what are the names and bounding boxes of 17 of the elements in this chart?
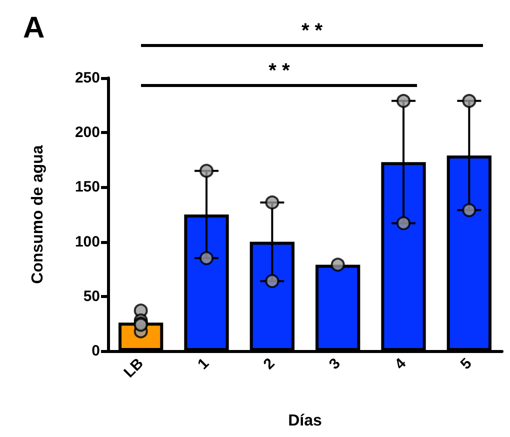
annotation: * * (268, 60, 290, 82)
x-tick-label: 2 (260, 354, 278, 373)
text: * * (301, 20, 323, 42)
x-tick-label: 4 (392, 354, 410, 373)
x-axis-title: Días (288, 412, 322, 430)
x-tick-label: LB (120, 354, 147, 382)
y-tick-label: 100 (74, 233, 100, 250)
y-tick-label: 0 (92, 342, 100, 360)
y-tick-label: 150 (74, 178, 100, 196)
chart-title: A (23, 12, 45, 44)
y-tick-label: 200 (74, 124, 100, 142)
y-tick-label: 250 (74, 70, 100, 86)
x-tick-label: 3 (326, 354, 344, 373)
x-tick-label: 1 (194, 354, 213, 373)
x-tick-label: 5 (457, 354, 476, 373)
y-axis-title: Consumo de agua (30, 145, 46, 284)
y-tick-label: 50 (83, 288, 100, 305)
